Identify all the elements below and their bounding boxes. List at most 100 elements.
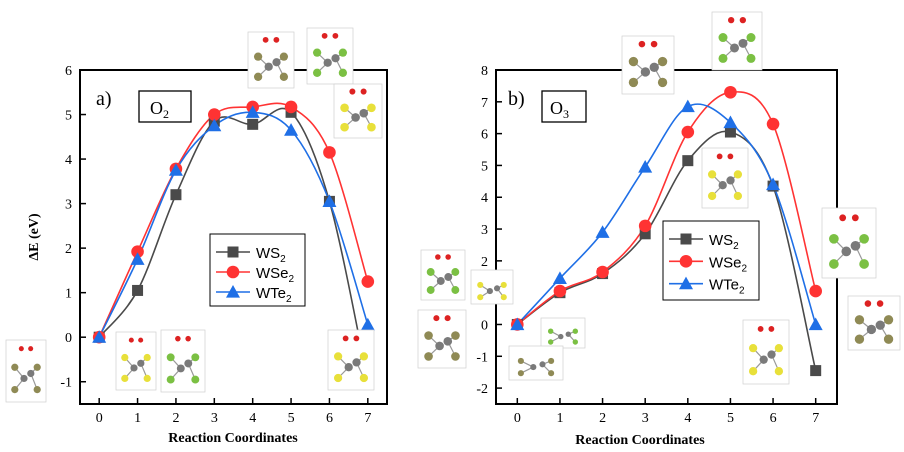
legend-label-wse2: WSe2	[256, 265, 295, 285]
point-wte2-b	[510, 317, 525, 331]
y-tick-label-a: 4	[65, 153, 72, 168]
x-tick-label-a: 7	[364, 411, 371, 426]
series-line-ws2-b	[516, 130, 817, 371]
point-wse2-b	[638, 219, 652, 233]
y-tick-label-a: 2	[65, 242, 72, 257]
inset-a-6	[327, 329, 375, 391]
x-tick-label-b: 1	[556, 411, 563, 426]
inset-b-top-1	[621, 35, 675, 95]
panel-label-b: b)	[508, 88, 525, 110]
inset-b-left-3	[508, 345, 564, 381]
legend-box-a	[209, 233, 306, 307]
y-tick-label-b: 7	[481, 96, 488, 111]
point-wse2-b	[553, 284, 567, 298]
inset-b-left-2	[540, 317, 586, 349]
inset-a-right-bottom	[417, 309, 467, 369]
y-tick-label-b: 5	[481, 159, 488, 174]
point-wse2-a	[323, 146, 336, 159]
legend-label-ws2: WS2	[256, 245, 286, 265]
y-tick-label-a: 0	[65, 331, 72, 346]
series-line-ws2-a	[98, 107, 369, 382]
inset-b-right-bottom	[847, 295, 901, 351]
point-wse2-b	[766, 117, 780, 131]
point-wse2-a	[131, 245, 144, 258]
point-ws2-b	[639, 228, 651, 240]
point-wte2-a	[207, 118, 222, 132]
legend-marker-wte2	[679, 276, 693, 290]
point-wte2-b	[552, 271, 567, 284]
point-wte2-b	[808, 317, 823, 331]
point-wte2-a	[360, 317, 375, 331]
series-line-wse2-b	[516, 91, 817, 326]
x-tick-label-b: 2	[599, 411, 606, 426]
legend-marker-wse2	[679, 255, 693, 268]
point-wte2-b	[638, 160, 653, 173]
inset-a-wte2	[333, 83, 383, 139]
inset-a-right-top	[420, 249, 466, 301]
y-axis-label-a: ΔE (eV)	[27, 213, 42, 261]
species-label-a: O2	[150, 98, 169, 121]
x-tick-label-a: 0	[96, 411, 103, 426]
inset-b-left-1	[470, 269, 514, 305]
point-wte2-a	[322, 194, 337, 207]
x-tick-label-a: 6	[326, 411, 333, 426]
plot-area-a	[79, 69, 388, 405]
legend-box-b	[662, 220, 760, 301]
point-wte2-b	[766, 177, 781, 191]
inset-a-0	[5, 339, 47, 403]
inset-a-1	[115, 331, 157, 391]
point-ws2-b	[682, 155, 694, 167]
y-tick-label-b: 0	[481, 318, 488, 333]
inset-b-6	[742, 319, 790, 385]
point-wte2-a	[284, 123, 299, 136]
point-wte2-a	[130, 252, 145, 265]
y-tick-label-b: 3	[481, 223, 488, 238]
y-tick-label-b: 6	[481, 128, 488, 143]
point-wte2-b	[680, 99, 695, 113]
y-tick-label-b: 4	[481, 191, 488, 206]
x-tick-label-a: 2	[172, 411, 179, 426]
inset-b-right-top	[821, 207, 877, 279]
x-tick-label-a: 5	[288, 411, 295, 426]
point-ws2-a	[170, 189, 182, 201]
y-tick-label-a: 1	[65, 287, 72, 302]
point-ws2-a	[132, 284, 144, 296]
x-tick-label-b: 7	[812, 411, 819, 426]
legend-label-wte2: WTe2	[709, 277, 745, 297]
x-axis-label-b: Reaction Coordinates	[575, 433, 705, 448]
legend-marker-wte2	[226, 285, 240, 298]
species-label-b: O3	[550, 98, 569, 121]
legend-label-wte2: WTe2	[256, 285, 292, 305]
point-wte2-a	[245, 105, 260, 118]
x-tick-label-a: 4	[249, 411, 256, 426]
species-box-b	[541, 90, 587, 123]
point-wse2-a	[208, 108, 221, 121]
x-tick-label-b: 3	[642, 411, 649, 426]
inset-b-top-2	[711, 11, 763, 71]
point-wse2-b	[724, 85, 737, 99]
legend-marker-wse2	[226, 265, 240, 279]
x-tick-label-b: 4	[684, 411, 691, 426]
x-tick-label-b: 6	[770, 411, 777, 426]
y-tick-label-a: 5	[65, 109, 72, 124]
structure-insets	[5, 11, 901, 403]
panel-label-a: a)	[96, 88, 112, 110]
species-box-a	[138, 90, 192, 123]
inset-a-top-ws2	[247, 31, 295, 89]
x-tick-label-a: 3	[211, 411, 218, 426]
point-wse2-b	[809, 284, 822, 298]
x-tick-label-b: 0	[514, 411, 521, 426]
y-tick-label-b: 2	[481, 255, 488, 270]
point-ws2-a	[247, 118, 259, 130]
x-tick-label-b: 5	[727, 411, 734, 426]
y-tick-label-b: 8	[481, 64, 488, 79]
legend-label-ws2: WS2	[709, 232, 739, 252]
point-ws2-b	[724, 126, 736, 138]
point-wte2-b	[595, 225, 610, 238]
series-line-wte2-b	[516, 103, 817, 326]
y-tick-label-b: -1	[476, 350, 488, 365]
